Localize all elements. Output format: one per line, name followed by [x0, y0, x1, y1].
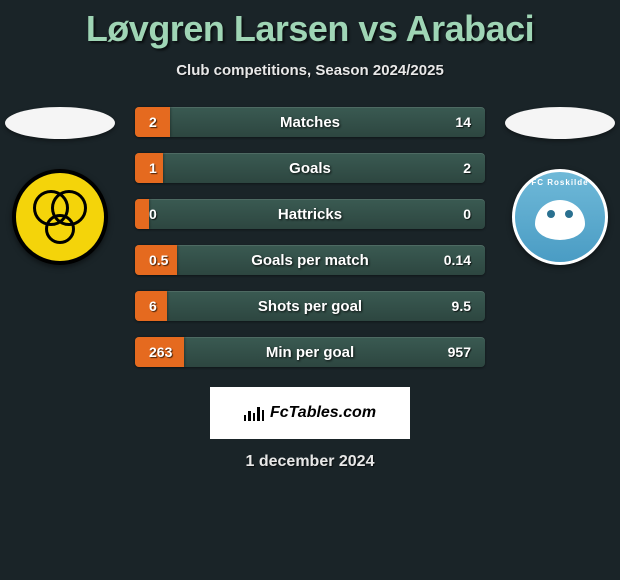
stat-right-value: 0.14	[444, 252, 471, 268]
right-player-column: FC Roskilde	[500, 107, 620, 265]
stat-left-value: 2	[149, 114, 157, 130]
right-flag-icon	[505, 107, 615, 139]
stat-left-value: 1	[149, 160, 157, 176]
stat-left-value: 263	[149, 344, 172, 360]
stat-label: Shots per goal	[135, 298, 485, 315]
stat-right-value: 14	[455, 114, 471, 130]
stat-label: Goals	[135, 160, 485, 177]
right-crest-icon: FC Roskilde	[512, 169, 608, 265]
left-crest-icon	[12, 169, 108, 265]
stat-row: 1Goals2	[135, 153, 485, 183]
stat-right-value: 2	[463, 160, 471, 176]
stat-label: Matches	[135, 114, 485, 131]
subtitle: Club competitions, Season 2024/2025	[0, 62, 620, 79]
stat-row: 6Shots per goal9.5	[135, 291, 485, 321]
stat-right-value: 9.5	[452, 298, 471, 314]
roskilde-bird-icon	[535, 200, 585, 240]
left-flag-icon	[5, 107, 115, 139]
stat-right-value: 0	[463, 206, 471, 222]
stat-row: 2Matches14	[135, 107, 485, 137]
stat-label: Hattricks	[135, 206, 485, 223]
stat-left-value: 0.5	[149, 252, 168, 268]
left-player-column	[0, 107, 120, 265]
stat-row: 0.5Goals per match0.14	[135, 245, 485, 275]
stat-row: 263Min per goal957	[135, 337, 485, 367]
stat-left-value: 6	[149, 298, 157, 314]
comparison-panel: FC Roskilde 2Matches141Goals20Hattricks0…	[0, 107, 620, 471]
chart-icon	[244, 405, 264, 421]
horsens-rings-icon	[33, 190, 87, 244]
brand-text: FcTables.com	[270, 404, 376, 422]
stats-list: 2Matches141Goals20Hattricks00.5Goals per…	[135, 107, 485, 367]
stat-row: 0Hattricks0	[135, 199, 485, 229]
date-text: 1 december 2024	[0, 453, 620, 471]
roskilde-text: FC Roskilde	[515, 178, 605, 187]
stat-label: Goals per match	[135, 252, 485, 269]
stat-right-value: 957	[448, 344, 471, 360]
stat-label: Min per goal	[135, 344, 485, 361]
page-title: Løvgren Larsen vs Arabaci	[0, 0, 620, 50]
brand-badge: FcTables.com	[210, 387, 410, 439]
stat-left-value: 0	[149, 206, 157, 222]
